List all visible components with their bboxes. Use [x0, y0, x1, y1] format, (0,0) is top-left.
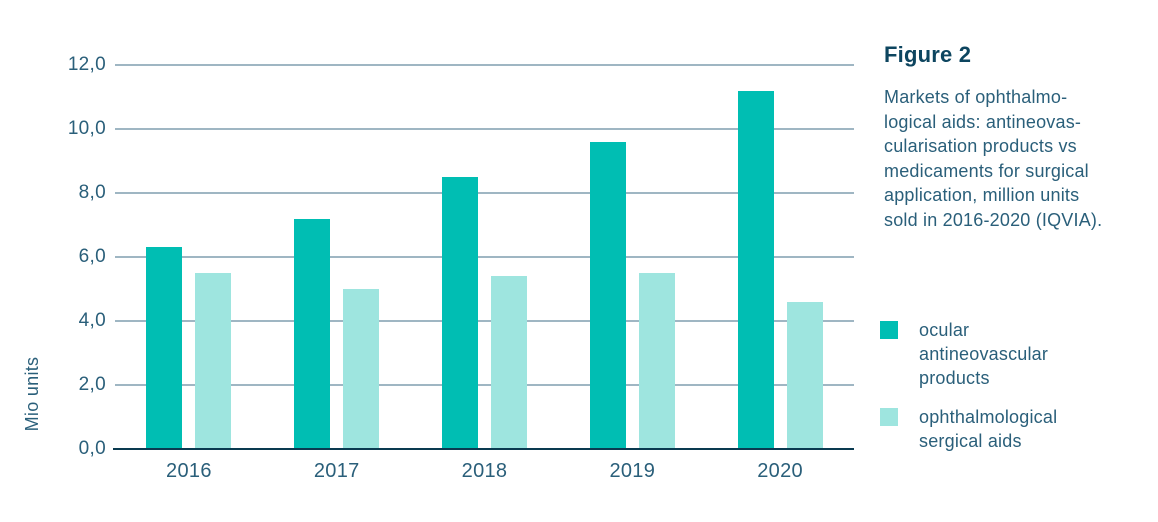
bar-groups: [115, 65, 854, 449]
legend-label: ophthalmological sergical aids: [919, 407, 1058, 451]
gridline: [115, 64, 854, 66]
plot-area: [113, 64, 854, 450]
bar-2020-ocular-antineovascular: [737, 90, 774, 449]
x-tick-label-2020: 2020: [757, 460, 803, 482]
y-tick-label: 6,0: [78, 246, 106, 267]
y-tick-label: 12,0: [67, 54, 106, 75]
x-tick-label-2016: 2016: [166, 460, 212, 482]
bar-group-2016: [115, 65, 263, 449]
gridline: [115, 320, 854, 323]
y-tick-label: 10,0: [67, 118, 106, 139]
bar-2016-ophthalmological-sergical: [195, 273, 232, 449]
y-tick-label: 2,0: [78, 374, 106, 395]
y-tick-label: 4,0: [78, 310, 106, 331]
x-axis-line: [113, 448, 854, 450]
bar-2019-ophthalmological-sergical: [638, 273, 675, 449]
y-tick-labels: 0,0 2,0 4,0 6,0 8,0 10,0 12,0: [28, 54, 106, 459]
chart-legend: ocular antineovascular products ophthalm…: [880, 318, 1158, 468]
legend-swatch-light-teal: [880, 408, 898, 426]
gridline: [115, 384, 854, 387]
bar-2018-ophthalmological-sergical: [490, 276, 527, 449]
bar-group-2018: [411, 65, 559, 449]
bar-group-2019: [558, 65, 706, 449]
legend-item-ophthalmological-sergical-aids: ophthalmological sergical aids: [880, 405, 1158, 453]
figure-panel: Figure 2 Markets of ophthalmo- logical a…: [884, 42, 1156, 232]
y-tick-label: 8,0: [78, 182, 106, 203]
gridline: [115, 128, 854, 130]
x-tick-label-2017: 2017: [313, 460, 360, 482]
bar-2017-ophthalmological-sergical: [343, 289, 380, 449]
x-tick-label-2019: 2019: [609, 460, 656, 482]
legend-swatch-dark-teal: [880, 321, 898, 339]
bar-2018-ocular-antineovascular: [441, 177, 478, 449]
bar-2020-ophthalmological-sergical: [786, 301, 823, 449]
bar-group-2020: [706, 65, 854, 449]
figure-caption: Markets of ophthalmo- logical aids: anti…: [884, 87, 1103, 230]
bar-2017-ocular-antineovascular: [294, 218, 331, 449]
bar-2019-ocular-antineovascular: [589, 141, 626, 449]
figure-title: Figure 2: [884, 42, 972, 67]
y-tick-label: 0,0: [78, 438, 106, 459]
gridline: [115, 256, 854, 258]
gridline: [115, 192, 854, 195]
x-tick-labels: 2016 2017 2018 2019 2020: [115, 460, 854, 483]
legend-item-ocular-antineovascular-products: ocular antineovascular products: [880, 318, 1158, 390]
legend-label: ocular antineovascular products: [919, 320, 1049, 388]
bar-group-2017: [263, 65, 411, 449]
x-tick-label-2018: 2018: [461, 460, 508, 482]
bar-2016-ocular-antineovascular: [146, 247, 183, 449]
